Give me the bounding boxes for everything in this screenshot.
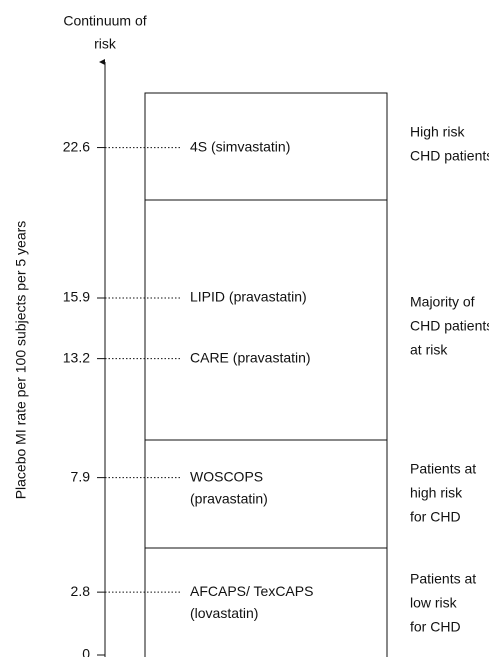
y-tick-label: 15.9: [63, 289, 90, 305]
study-label: WOSCOPS: [190, 468, 263, 484]
group-label: CHD patients: [410, 148, 489, 164]
group-label: Patients at: [410, 571, 476, 587]
group-label: for CHD: [410, 509, 461, 525]
y-tick-label: 7.9: [71, 468, 91, 484]
chart-title: risk: [94, 36, 117, 52]
group-label: high risk: [410, 485, 463, 501]
risk-box: [144, 92, 388, 657]
y-axis-label: Placebo MI rate per 100 subjects per 5 y…: [13, 221, 29, 500]
group-label: CHD patients: [410, 318, 489, 334]
study-label: (pravastatin): [190, 490, 268, 506]
y-tick-label: 2.8: [71, 583, 91, 599]
y-tick-label: 13.2: [63, 349, 90, 365]
study-label: (lovastatin): [190, 605, 258, 621]
chart-title: Continuum of: [63, 13, 146, 29]
group-label: low risk: [410, 595, 458, 611]
y-tick-label: 0: [82, 646, 90, 657]
group-label: Patients at: [410, 461, 476, 477]
study-label: LIPID (pravastatin): [190, 289, 307, 305]
group-label: Majority of: [410, 294, 475, 310]
group-label: High risk: [410, 124, 465, 140]
box-outline: [144, 92, 388, 657]
study-label: 4S (simvastatin): [190, 138, 290, 154]
study-label: CARE (pravastatin): [190, 349, 311, 365]
y-tick-label: 22.6: [63, 138, 90, 154]
group-label: for CHD: [410, 619, 461, 635]
group-label: at risk: [410, 342, 448, 358]
study-label: AFCAPS/ TexCAPS: [190, 583, 313, 599]
